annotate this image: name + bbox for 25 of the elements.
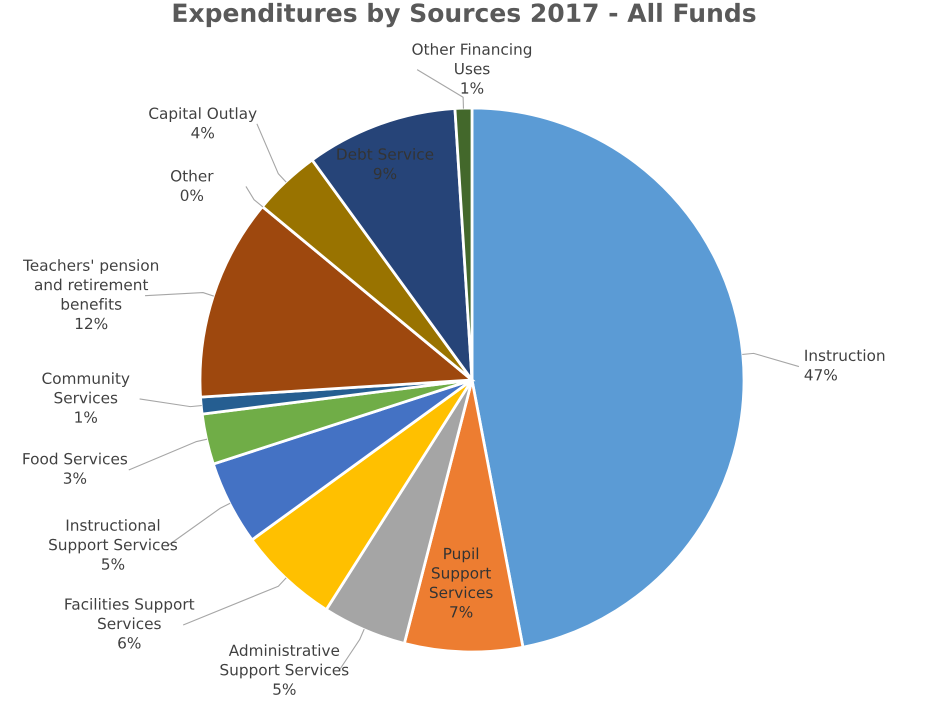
chart-title: Expenditures by Sources 2017 - All Funds [174, 2, 756, 28]
slice-label: Administrative Support Services [220, 644, 348, 678]
data-label: 12% [76, 318, 108, 330]
data-label: 5% [273, 683, 296, 695]
data-label: 4% [191, 126, 214, 138]
slice-label: Other Financing Uses [412, 43, 532, 74]
slice-label: Debt Service [337, 148, 434, 160]
data-label: 1% [75, 411, 98, 423]
slice-label: Community Services [42, 372, 130, 404]
text: 0% [180, 189, 204, 202]
slice-label: Capital Outlay [149, 107, 257, 122]
data-label: 6% [118, 637, 141, 649]
slice-label: Teachers' pension and retirement benefits [23, 259, 158, 310]
data-label: 5% [102, 558, 124, 570]
slice-label: Pupil Support Services [430, 547, 493, 598]
category-label: Other [171, 170, 214, 182]
data-label: 9% [374, 168, 396, 180]
data-label: 7% [450, 606, 472, 618]
slice-label: Instruction [805, 349, 884, 362]
slice-label: Facilities Support Services [65, 598, 194, 630]
slice-label: Food Services [23, 452, 128, 464]
data-label: 1% [462, 82, 484, 94]
data-label: 3% [64, 472, 86, 484]
data-label: 47% [804, 368, 837, 381]
slice-label: Instructional Support Services [49, 519, 178, 554]
